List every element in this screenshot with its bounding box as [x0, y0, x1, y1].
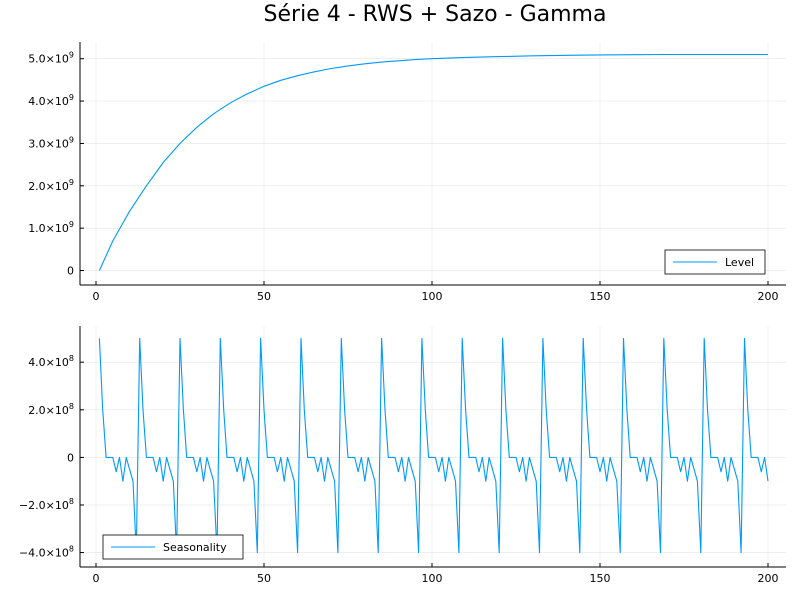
y-tick-label: 4.0×109 — [28, 93, 74, 108]
y-tick-label: 2.0×108 — [28, 402, 74, 417]
seasonality-panel: 0 50 100 150 200 −4.0×108 −2.0×108 0 2.0×108 4.0×… — [19, 326, 786, 585]
x-tick-label: 100 — [422, 572, 443, 585]
x-tick-label: 200 — [758, 572, 779, 585]
series-line-seasonality — [98, 337, 769, 554]
legend-label: Level — [725, 256, 754, 269]
legend-label: Seasonality — [163, 541, 227, 554]
x-tick-label: 200 — [758, 290, 779, 303]
legend: Seasonality — [102, 534, 244, 560]
y-tick-label: 1.0×109 — [28, 220, 74, 235]
y-tick-label: 0 — [67, 265, 74, 278]
level-panel: 0 50 100 150 200 0 1.0×109 2.0×109 3.0×109 4.0×10… — [28, 42, 786, 303]
y-tick-label: 2.0×109 — [28, 178, 74, 193]
x-tick-label: 50 — [257, 572, 271, 585]
y-tick-label: −2.0×108 — [19, 497, 74, 512]
y-tick-label: 5.0×109 — [28, 51, 74, 66]
x-tick-label: 50 — [257, 290, 271, 303]
x-tick-label: 0 — [93, 290, 100, 303]
x-tick-label: 0 — [93, 572, 100, 585]
chart-title: Série 4 - RWS + Sazo - Gamma — [264, 2, 607, 27]
y-tick-label: 0 — [67, 451, 74, 464]
y-tick-label: 4.0×108 — [28, 354, 74, 369]
y-tick-label: 3.0×109 — [28, 135, 74, 150]
y-tick-label: −4.0×108 — [19, 545, 74, 560]
legend: Level — [664, 249, 766, 275]
x-tick-label: 150 — [590, 290, 611, 303]
series-line-level — [98, 53, 768, 271]
x-tick-label: 100 — [422, 290, 443, 303]
x-tick-label: 150 — [590, 572, 611, 585]
